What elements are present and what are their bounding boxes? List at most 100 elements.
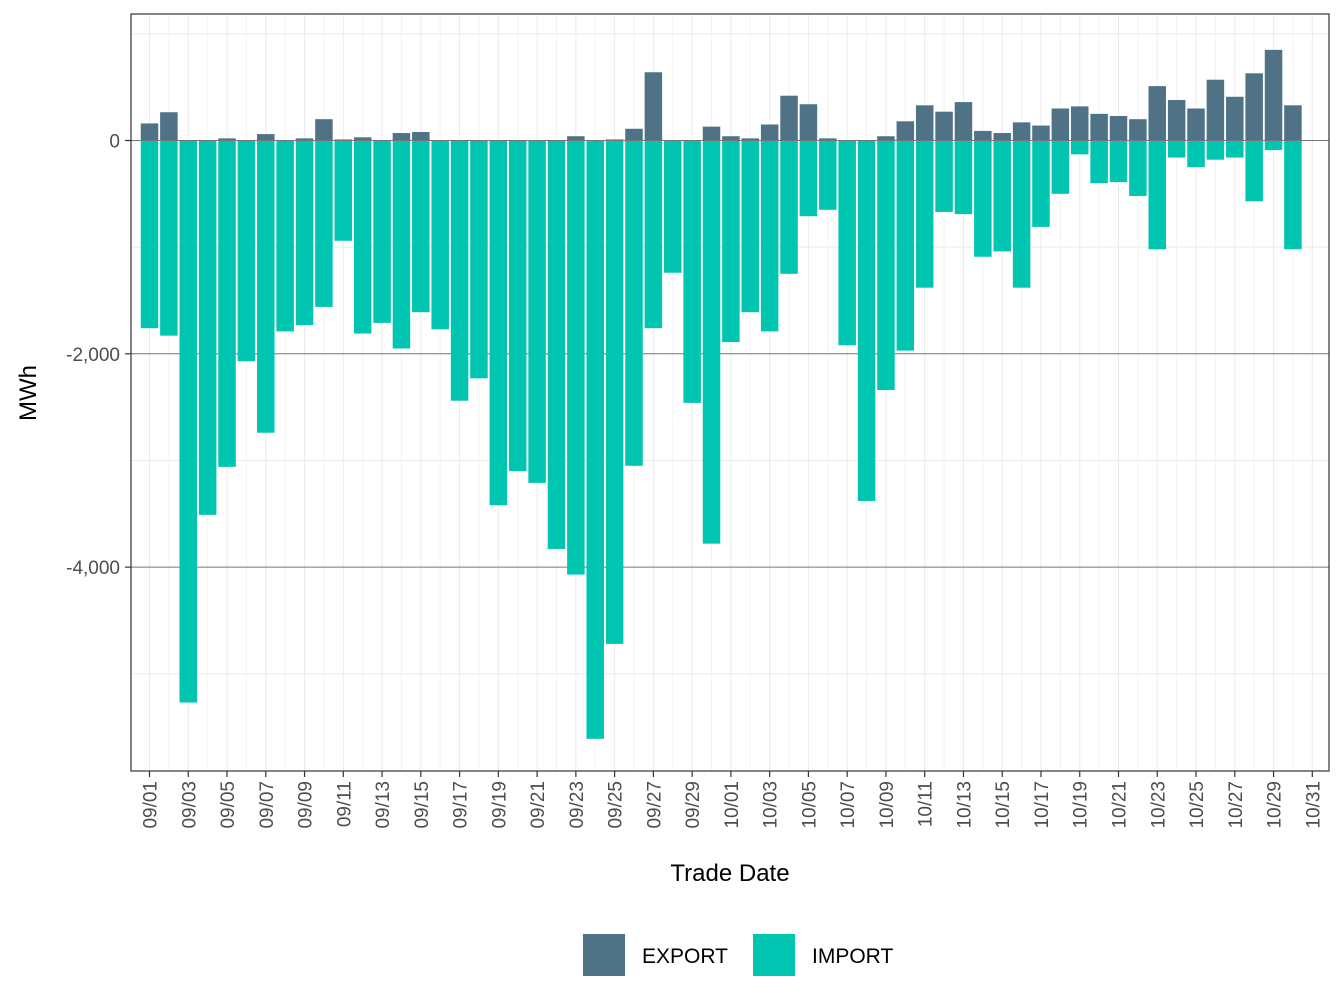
bar-import-09-22	[547, 140, 566, 549]
panel-border	[130, 13, 1330, 772]
bar-import-10-26	[1206, 140, 1225, 160]
bar-export-10-30	[1284, 105, 1302, 141]
bar-import-09-08	[276, 140, 294, 332]
bar-import-10-10	[896, 140, 915, 351]
bar-import-09-19	[489, 140, 508, 506]
bar-import-10-16	[1012, 140, 1031, 288]
bar-export-10-09	[877, 136, 895, 141]
x-tick-label: 09/11	[334, 781, 355, 827]
bar-export-10-24	[1167, 99, 1186, 141]
bar-import-10-09	[877, 140, 895, 391]
bar-export-10-01	[722, 136, 740, 141]
bar-import-09-01	[140, 140, 159, 329]
bar-export-10-17	[1032, 125, 1050, 141]
bar-export-09-11	[334, 139, 353, 141]
bar-import-10-28	[1245, 140, 1263, 202]
bar-export-10-21	[1109, 115, 1128, 141]
bar-import-09-18	[470, 140, 488, 379]
bar-import-09-25	[605, 140, 624, 644]
bar-export-09-27	[644, 72, 663, 141]
y-tick-label: -2,000	[66, 345, 120, 366]
x-tick-label: 10/05	[799, 781, 820, 829]
x-tick-label: 09/07	[257, 781, 278, 829]
bar-import-09-17	[450, 140, 469, 401]
bar-export-10-04	[780, 95, 798, 141]
bar-import-09-30	[702, 140, 721, 544]
bar-export-09-23	[567, 136, 585, 141]
bar-import-10-22	[1129, 140, 1147, 196]
bar-import-10-13	[954, 140, 973, 215]
bar-import-09-03	[179, 140, 198, 703]
bar-import-09-05	[218, 140, 236, 467]
bar-import-10-07	[838, 140, 856, 346]
x-tick-label: 10/21	[1110, 781, 1131, 829]
bar-export-10-26	[1206, 79, 1225, 141]
bar-import-09-07	[257, 140, 275, 433]
bar-export-09-05	[218, 138, 236, 141]
legend-label-import: IMPORT	[812, 945, 893, 968]
bar-export-09-14	[392, 133, 411, 141]
bar-export-09-02	[160, 112, 178, 141]
bar-import-10-29	[1264, 140, 1283, 151]
bar-import-10-12	[935, 140, 953, 212]
bar-import-10-14	[974, 140, 992, 257]
y-tick-label: 0	[109, 132, 120, 153]
legend-key-export	[583, 934, 625, 976]
x-axis-title: Trade Date	[670, 860, 789, 887]
bar-export-10-02	[741, 138, 760, 141]
bar-export-10-18	[1051, 108, 1070, 141]
bar-import-10-15	[993, 140, 1011, 252]
bar-export-09-09	[295, 138, 314, 141]
x-tick-label: 10/23	[1148, 781, 1169, 829]
bar-export-10-23	[1148, 86, 1167, 141]
x-tick-label: 09/29	[683, 781, 704, 829]
bar-import-09-15	[412, 140, 430, 313]
bar-export-10-25	[1187, 108, 1205, 141]
bar-import-10-24	[1167, 140, 1186, 158]
bar-import-09-14	[392, 140, 411, 349]
bar-import-10-27	[1226, 140, 1244, 158]
y-axis: -4,000 -2,000 0	[66, 132, 131, 579]
bar-export-10-19	[1070, 106, 1089, 141]
bar-import-10-20	[1090, 140, 1108, 184]
legend: EXPORT IMPORT	[583, 934, 893, 976]
bar-import-10-02	[741, 140, 760, 313]
x-tick-label: 09/09	[296, 781, 317, 829]
bar-import-10-04	[780, 140, 798, 274]
x-tick-label: 10/01	[722, 781, 743, 829]
bar-import-09-04	[198, 140, 217, 515]
legend-key-import	[753, 934, 795, 976]
x-tick-label: 10/31	[1303, 781, 1324, 829]
bar-import-09-11	[334, 140, 353, 241]
bar-import-10-11	[915, 140, 934, 288]
bar-import-10-17	[1032, 140, 1050, 227]
legend-label-export: EXPORT	[642, 945, 728, 968]
x-tick-label: 09/03	[179, 781, 200, 829]
x-tick-label: 10/27	[1226, 781, 1247, 829]
bar-import-09-09	[295, 140, 314, 326]
x-tick-label: 10/03	[761, 781, 782, 829]
x-tick-label: 10/09	[877, 781, 898, 829]
x-tick-label: 09/13	[373, 781, 394, 829]
bar-export-10-03	[760, 124, 779, 141]
bar-import-09-13	[373, 140, 391, 323]
bar-export-10-06	[819, 138, 837, 141]
x-tick-label: 10/19	[1071, 781, 1092, 829]
bar-export-09-01	[140, 123, 159, 141]
x-tick-label: 10/17	[1032, 781, 1053, 829]
bar-export-10-05	[799, 104, 818, 141]
x-tick-label: 09/19	[489, 781, 510, 829]
bar-import-09-23	[567, 140, 585, 575]
bar-export-10-12	[935, 111, 953, 141]
bar-import-10-06	[819, 140, 837, 210]
bar-import-10-05	[799, 140, 818, 217]
bar-import-10-25	[1187, 140, 1205, 168]
bar-export-10-15	[993, 133, 1011, 141]
bar-import-09-24	[586, 140, 604, 739]
bar-import-10-30	[1284, 140, 1302, 250]
bar-export-10-22	[1129, 119, 1147, 141]
y-axis-title: MWh	[15, 365, 42, 421]
x-axis: 09/01 09/03 09/05 09/07 09/09 09/11 09/13 09/15…	[141, 771, 1324, 829]
bar-export-09-15	[412, 131, 430, 141]
